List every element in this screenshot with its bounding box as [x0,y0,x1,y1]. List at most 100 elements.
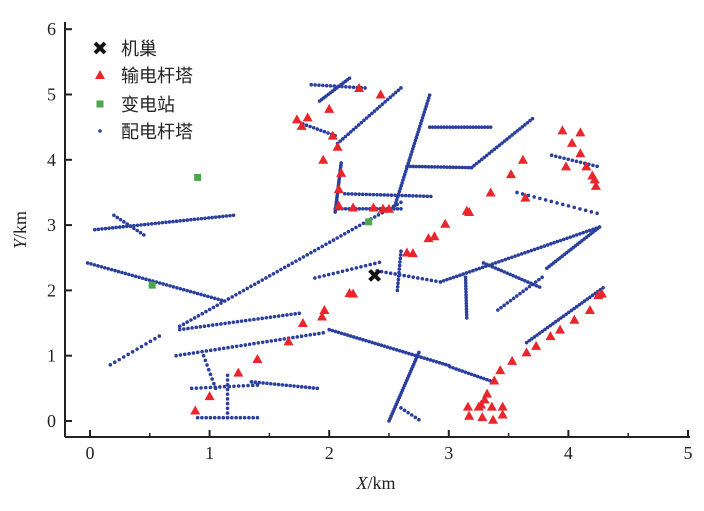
distribution-tower-point [572,205,577,210]
distribution-tower-point [207,307,212,312]
distribution-tower-point [539,245,543,250]
distribution-tower-point [393,90,398,95]
distribution-tower-point [367,339,371,344]
distribution-tower-point [431,359,436,363]
y-tick-label: 2 [47,280,56,300]
distribution-tower-point [267,274,272,278]
distribution-tower-point [178,219,182,223]
transmission-tower-point [489,375,500,385]
distribution-tower-point [247,415,251,420]
distribution-tower-point [167,220,172,224]
transmission-tower-point [429,231,440,241]
transmission-tower-point [561,161,572,171]
transmission-tower-point [593,289,604,299]
distribution-tower-point [397,348,402,353]
distribution-tower-point [477,125,481,129]
distribution-tower-point [534,284,539,288]
distribution-tower-point [225,397,230,401]
distribution-tower-point [153,336,157,341]
distribution-tower-point [256,280,261,284]
transmission-tower-point [584,304,595,314]
transmission-tower-point [462,401,473,411]
distribution-tower-point [511,296,516,301]
distribution-tower-point [208,385,213,390]
distribution-tower-point [401,349,405,354]
distribution-tower-point [402,175,406,180]
distribution-tower-point [200,311,205,316]
distribution-tower-point [443,362,448,367]
distribution-tower-point [230,415,234,420]
distribution-tower-point [418,124,422,129]
distribution-tower-point [125,222,130,226]
distribution-tower-point [487,263,492,268]
distribution-tower-point [536,246,540,251]
distribution-tower-point [490,264,495,269]
distribution-tower-point [425,277,429,282]
distribution-tower-point [395,288,400,293]
distribution-tower-point [187,351,191,356]
distribution-tower-point [288,383,292,388]
distribution-tower-point [543,327,547,332]
distribution-tower-point [128,224,133,228]
distribution-tower-point [391,93,395,97]
distribution-tower-point [595,164,599,169]
distribution-tower-point [174,353,178,358]
transmission-tower-point [401,247,412,257]
distribution-tower-point [359,264,363,269]
distribution-tower-point [373,261,377,266]
distribution-tower-point [304,333,308,338]
distribution-tower-point [429,278,434,283]
distribution-tower-point [192,217,197,222]
distribution-tower-point [212,415,217,420]
distribution-tower-point [445,125,449,129]
distribution-tower-point [422,110,427,114]
distribution-tower-point [225,392,230,396]
transmission-tower-point [486,401,497,411]
distribution-tower-point [225,378,230,382]
distribution-tower-point [559,316,563,320]
distribution-tower-point [448,165,452,170]
distribution-tower-point [530,337,534,341]
transmission-tower-point [517,154,528,164]
distribution-tower-point [257,380,261,385]
distribution-tower-point [558,238,563,243]
distribution-tower-point [317,275,322,279]
distribution-tower-point [113,268,117,273]
distribution-tower-point [459,125,464,129]
distribution-tower-point [502,270,506,274]
transmission-tower-point [485,187,496,197]
transmission-tower-point [233,367,244,377]
distribution-tower-point [346,132,350,137]
distribution-tower-point [496,308,500,312]
distribution-tower-point [429,194,433,199]
distribution-tower-point [99,264,104,269]
distribution-tower-point [181,322,186,327]
distribution-tower-point [110,226,115,230]
distribution-tower-point [391,347,396,351]
distribution-tower-point [85,261,90,265]
distribution-tower-point [497,259,501,264]
distribution-tower-point [438,165,443,169]
distribution-tower-point [213,215,218,219]
legend-label: 机巢 [121,39,157,60]
distribution-tower-point [114,225,118,230]
distribution-tower-point [116,269,121,274]
distribution-tower-point [456,125,461,129]
distribution-tower-point [243,318,248,323]
distribution-tower-point [280,383,285,387]
distribution-tower-point [260,316,264,321]
distribution-tower-point [142,222,147,227]
distribution-tower-point [523,122,527,127]
legend-item-substation: 变电站 [96,95,175,116]
distribution-tower-point [341,137,345,141]
distribution-tower-point [480,265,485,270]
distribution-tower-point [589,210,594,214]
distribution-tower-point [217,415,221,420]
distribution-tower-point [396,277,401,282]
transmission-tower-point [557,125,568,135]
distribution-tower-point [102,265,107,270]
distribution-tower-point [202,324,207,329]
distribution-tower-point [394,198,399,202]
distribution-tower-point [293,312,297,316]
